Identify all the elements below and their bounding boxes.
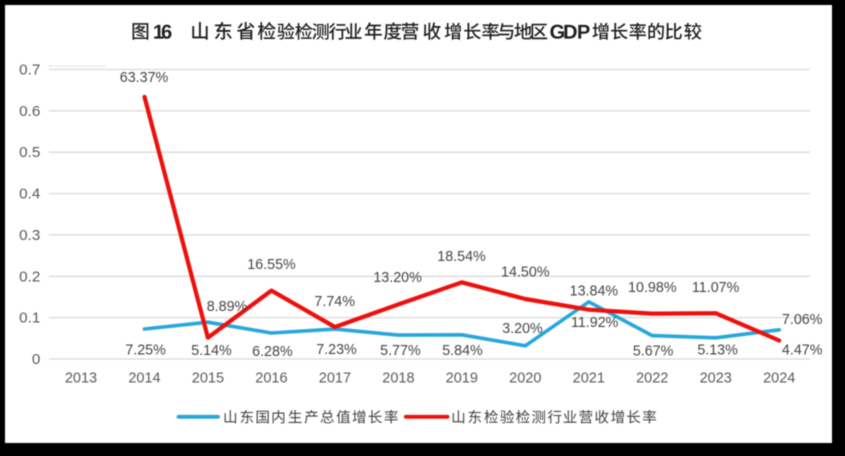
svg-text:14.50%: 14.50% <box>501 265 550 281</box>
svg-text:0: 0 <box>32 351 40 368</box>
svg-text:18.54%: 18.54% <box>437 249 486 265</box>
svg-text:0.5: 0.5 <box>19 144 40 161</box>
svg-text:0.4: 0.4 <box>19 186 40 203</box>
svg-text:16.55%: 16.55% <box>247 257 296 273</box>
svg-text:5.84%: 5.84% <box>442 343 483 359</box>
svg-text:0.6: 0.6 <box>19 103 40 120</box>
svg-text:5.77%: 5.77% <box>380 343 421 359</box>
svg-text:2019: 2019 <box>446 371 478 387</box>
svg-text:13.20%: 13.20% <box>373 270 422 286</box>
svg-text:2020: 2020 <box>509 371 541 387</box>
svg-text:6.28%: 6.28% <box>252 344 293 360</box>
svg-text:4.47%: 4.47% <box>782 343 823 359</box>
svg-text:11.07%: 11.07% <box>692 280 740 296</box>
svg-text:2014: 2014 <box>128 371 160 387</box>
svg-text:2018: 2018 <box>382 371 414 387</box>
svg-text:5.67%: 5.67% <box>633 343 674 359</box>
svg-text:10.98%: 10.98% <box>628 280 677 296</box>
svg-text:2023: 2023 <box>700 371 732 387</box>
svg-text:2015: 2015 <box>192 371 224 387</box>
svg-text:7.25%: 7.25% <box>125 342 166 358</box>
svg-text:11.92%: 11.92% <box>571 315 619 331</box>
svg-text:5.13%: 5.13% <box>697 343 738 359</box>
svg-text:0.2: 0.2 <box>19 268 40 285</box>
svg-text:2013: 2013 <box>65 371 97 387</box>
svg-text:7.06%: 7.06% <box>782 312 823 328</box>
svg-text:7.23%: 7.23% <box>316 342 357 358</box>
svg-text:2017: 2017 <box>319 371 351 387</box>
svg-text:2016: 2016 <box>255 371 287 387</box>
svg-text:0.3: 0.3 <box>19 227 40 244</box>
svg-text:63.37%: 63.37% <box>120 70 169 86</box>
svg-text:0.1: 0.1 <box>19 310 40 327</box>
svg-text:3.20%: 3.20% <box>502 321 543 337</box>
svg-text:5.14%: 5.14% <box>191 343 232 359</box>
svg-text:2021: 2021 <box>573 371 605 387</box>
svg-text:13.84%: 13.84% <box>570 284 619 300</box>
svg-text:8.89%: 8.89% <box>207 299 248 315</box>
svg-text:7.74%: 7.74% <box>314 294 355 310</box>
svg-text:0.7: 0.7 <box>19 62 40 79</box>
svg-text:2024: 2024 <box>763 371 795 387</box>
svg-text:2022: 2022 <box>636 371 668 387</box>
